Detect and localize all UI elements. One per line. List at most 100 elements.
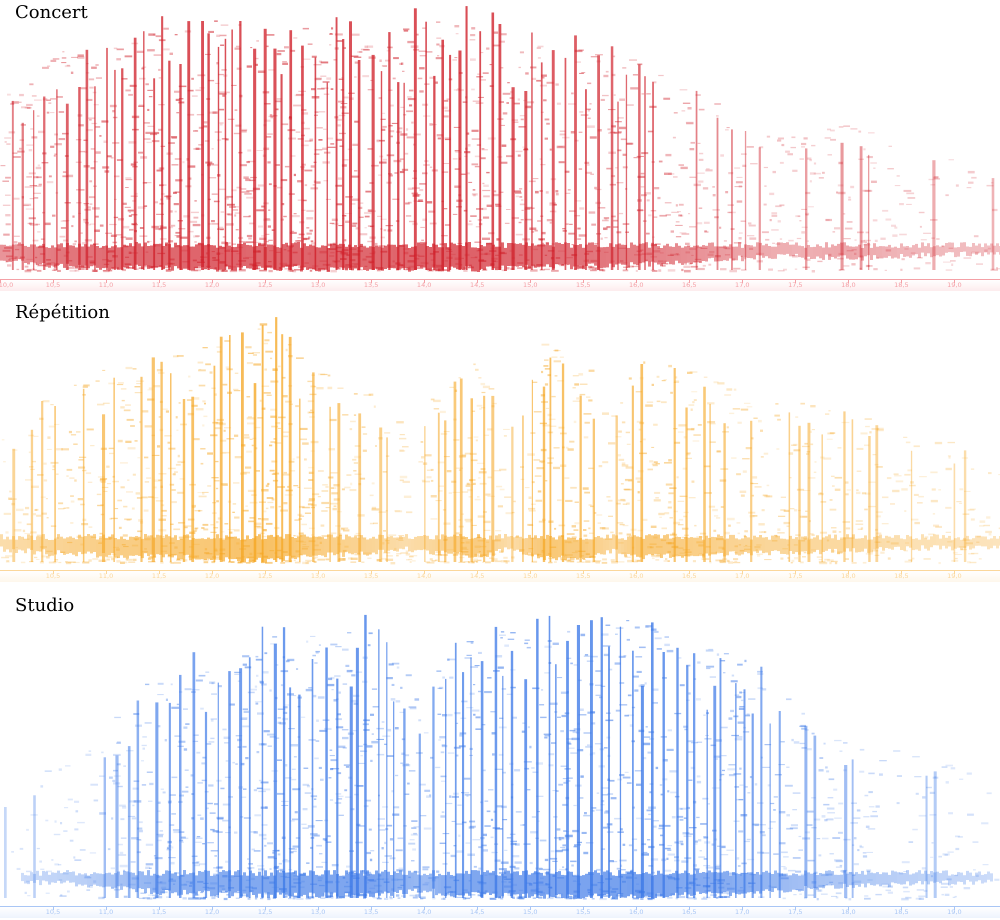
low-band (471, 247, 474, 272)
spectrogram-speckle (784, 784, 793, 787)
spectrogram-speckle (188, 375, 191, 378)
low-band (411, 246, 414, 271)
spectrogram-speckle (241, 444, 246, 447)
spectrogram-speckle (745, 447, 752, 450)
spectrogram-speckle (408, 558, 413, 561)
spectrogram-speckle (441, 898, 446, 900)
spectrogram-speckle (214, 427, 222, 430)
spectrogram-speckle (359, 233, 368, 236)
spectrogram-speckle (478, 477, 481, 479)
spectrogram-speckle (714, 103, 721, 105)
spectrogram-speckle (684, 534, 689, 536)
spectrogram-speckle (310, 836, 315, 839)
spectrogram-speckle (296, 357, 304, 359)
spectrogram-speckle (305, 688, 313, 692)
spectrogram-speckle (587, 265, 593, 268)
spectrogram-speckle (434, 559, 438, 562)
spectrogram-speckle (838, 531, 842, 533)
spectrogram-speckle (330, 472, 338, 474)
spectrogram-speckle (569, 557, 575, 561)
spectrogram-speckle (125, 237, 133, 240)
spectrogram-speckle (371, 733, 374, 735)
spectrogram-streak (21, 122, 24, 270)
spectrogram-speckle (959, 546, 968, 548)
spectrogram-speckle (635, 391, 643, 393)
spectrogram-speckle (339, 145, 344, 147)
low-band (984, 536, 987, 547)
spectrogram-speckle (26, 523, 32, 526)
spectrogram-speckle (241, 796, 247, 798)
low-band (405, 534, 408, 547)
spectrogram-speckle (221, 269, 228, 272)
spectrogram-speckle (520, 199, 524, 201)
spectrogram-speckle (76, 202, 82, 204)
spectrogram-speckle (493, 31, 499, 34)
spectrogram-speckle (905, 441, 911, 444)
spectrogram-speckle (828, 410, 831, 412)
low-band (936, 534, 939, 546)
spectrogram-speckle (455, 33, 459, 35)
spectrogram-speckle (126, 558, 133, 561)
spectrogram-speckle (637, 499, 641, 502)
spectrogram-speckle (423, 164, 430, 166)
spectrogram-speckle (216, 346, 222, 348)
spectrogram-speckle (632, 806, 635, 809)
spectrogram-streak (576, 625, 580, 898)
spectrogram-speckle (309, 416, 315, 418)
spectrogram-speckle (82, 469, 87, 472)
spectrogram-speckle (136, 497, 143, 499)
low-band (783, 243, 786, 255)
low-band (255, 536, 258, 560)
spectrogram-speckle (364, 215, 370, 218)
spectrogram-speckle (521, 209, 524, 211)
spectrogram-speckle (629, 59, 637, 61)
spectrogram-speckle (491, 732, 496, 735)
spectrogram-speckle (19, 93, 24, 97)
spectrogram-speckle (119, 851, 124, 855)
spectrogram-speckle (728, 524, 731, 527)
low-band (642, 538, 645, 560)
spectrogram-speckle (125, 558, 128, 561)
spectrogram-speckle (248, 237, 252, 240)
spectrogram-speckle (409, 104, 413, 107)
low-band (789, 535, 792, 551)
spectrogram-speckle (884, 269, 887, 271)
spectrogram-speckle (438, 739, 441, 741)
spectrogram-speckle (827, 559, 834, 562)
spectrogram-speckle (349, 428, 353, 431)
spectrogram-speckle (537, 45, 544, 48)
spectrogram-speckle (357, 51, 363, 53)
spectrogram-speckle (356, 823, 361, 826)
spectrogram-speckle (237, 561, 242, 564)
spectrogram-speckle (211, 477, 219, 479)
spectrogram-speckle (490, 711, 496, 713)
spectrogram-speckle (537, 490, 542, 493)
spectrogram-speckle (293, 104, 301, 107)
spectrogram-speckle (605, 70, 609, 73)
spectrogram-streak (441, 39, 444, 271)
spectrogram-speckle (518, 126, 526, 128)
panel-title: Répétition (13, 302, 112, 323)
spectrogram-speckle (472, 558, 478, 561)
spectrogram-speckle (436, 43, 440, 46)
spectrogram-speckle (611, 215, 616, 218)
spectrogram-speckle (252, 354, 257, 356)
low-band (435, 244, 438, 269)
spectrogram-speckle (182, 161, 185, 164)
low-band (384, 538, 387, 553)
spectrogram-speckle (994, 878, 1000, 881)
low-band (786, 539, 789, 555)
spectrogram-speckle (712, 186, 715, 188)
spectrogram-speckle (724, 394, 732, 396)
spectrogram-speckle (559, 356, 564, 358)
spectrogram-speckle (253, 363, 261, 366)
spectrogram-speckle (191, 269, 199, 272)
spectrogram-speckle (227, 391, 232, 394)
spectrogram-speckle (453, 746, 461, 749)
spectrogram-speckle (5, 176, 11, 179)
spectrogram-speckle (779, 238, 783, 240)
spectrogram-speckle (199, 87, 205, 89)
spectrogram-speckle (388, 89, 393, 91)
spectrogram-speckle (800, 402, 805, 405)
spectrogram-speckle (393, 57, 399, 60)
